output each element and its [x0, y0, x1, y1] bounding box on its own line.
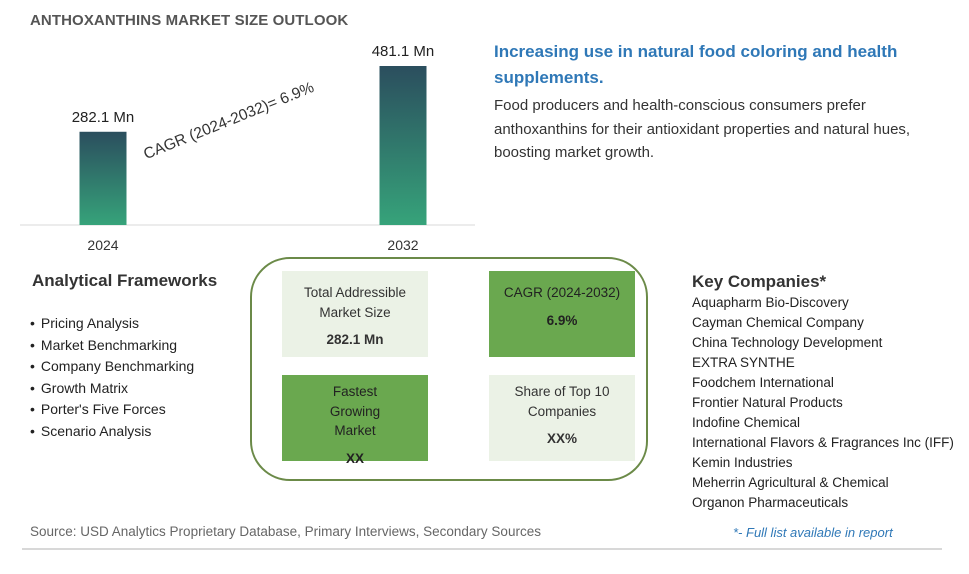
x-tick-label: 2032 [387, 237, 418, 253]
cagr-value: 6.9% [546, 312, 578, 328]
company-item: Aquapharm Bio-Discovery [692, 295, 849, 310]
framework-item: Growth Matrix [30, 378, 194, 400]
cagr-card: CAGR (2024-2032) 6.9% [489, 271, 635, 357]
framework-item: Company Benchmarking [30, 356, 194, 378]
footer-divider [22, 548, 942, 550]
cagr-label: CAGR (2024-2032) [503, 285, 621, 300]
frameworks-title: Analytical Frameworks [32, 271, 218, 290]
framework-item: Scenario Analysis [30, 421, 194, 443]
top10-share-card: Share of Top 10 Companies XX% [489, 375, 635, 461]
company-item: Indofine Chemical [692, 415, 801, 430]
company-item: International Flavors & Fragrances Inc (… [692, 435, 954, 450]
tam-label: Total Addressible Market Size [303, 285, 407, 320]
description: Food producers and health-conscious cons… [494, 97, 911, 161]
company-item: Organon Pharmaceuticals [692, 495, 849, 510]
company-item: Frontier Natural Products [692, 395, 843, 410]
bars-group: 282.1 Mn 2024 481.1 Mn 2032 [72, 43, 435, 253]
company-item: Meherrin Agricultural & Chemical [692, 475, 889, 490]
tam-card: Total Addressible Market Size 282.1 Mn [282, 271, 428, 357]
framework-item: Market Benchmarking [30, 335, 194, 357]
frameworks-list: Pricing Analysis Market Benchmarking Com… [30, 313, 194, 443]
key-companies-list: Aquapharm Bio-Discovery Cayman Chemical … [692, 293, 962, 523]
bar-value-label: 481.1 Mn [372, 43, 435, 60]
key-companies-title: Key Companies* [692, 272, 827, 291]
market-size-bar-chart: 282.1 Mn 2024 481.1 Mn 2032 [20, 43, 475, 253]
framework-item: Pricing Analysis [30, 313, 194, 335]
x-tick-label: 2024 [87, 237, 118, 253]
headline: Increasing use in natural food coloring … [494, 42, 898, 87]
bar-2032 [379, 66, 427, 225]
bar-2024 [79, 131, 127, 225]
page-title: ANTHOXANTHINS MARKET SIZE OUTLOOK [30, 12, 349, 29]
source-note: Source: USD Analytics Proprietary Databa… [30, 524, 541, 539]
company-item: Kemin Industries [692, 455, 793, 470]
metrics-frame [250, 257, 648, 481]
company-item: Foodchem International [692, 375, 834, 390]
company-item: Cayman Chemical Company [692, 315, 864, 330]
fastest-growing-card: Fastest Growing Market XX [282, 375, 428, 466]
top10-share-label: Share of Top 10 Companies [514, 384, 610, 419]
tam-value: 282.1 Mn [326, 332, 384, 347]
framework-item: Porter's Five Forces [30, 399, 194, 421]
fastest-growing-label: Fastest Growing Market [329, 384, 381, 438]
company-item: China Technology Development [692, 335, 883, 350]
company-item: EXTRA SYNTHE [692, 355, 795, 370]
top10-share-value: XX% [546, 431, 577, 446]
bar-value-label: 282.1 Mn [72, 109, 135, 126]
fastest-growing-value: XX [345, 450, 364, 466]
full-list-note: *- Full list available in report [733, 525, 893, 540]
